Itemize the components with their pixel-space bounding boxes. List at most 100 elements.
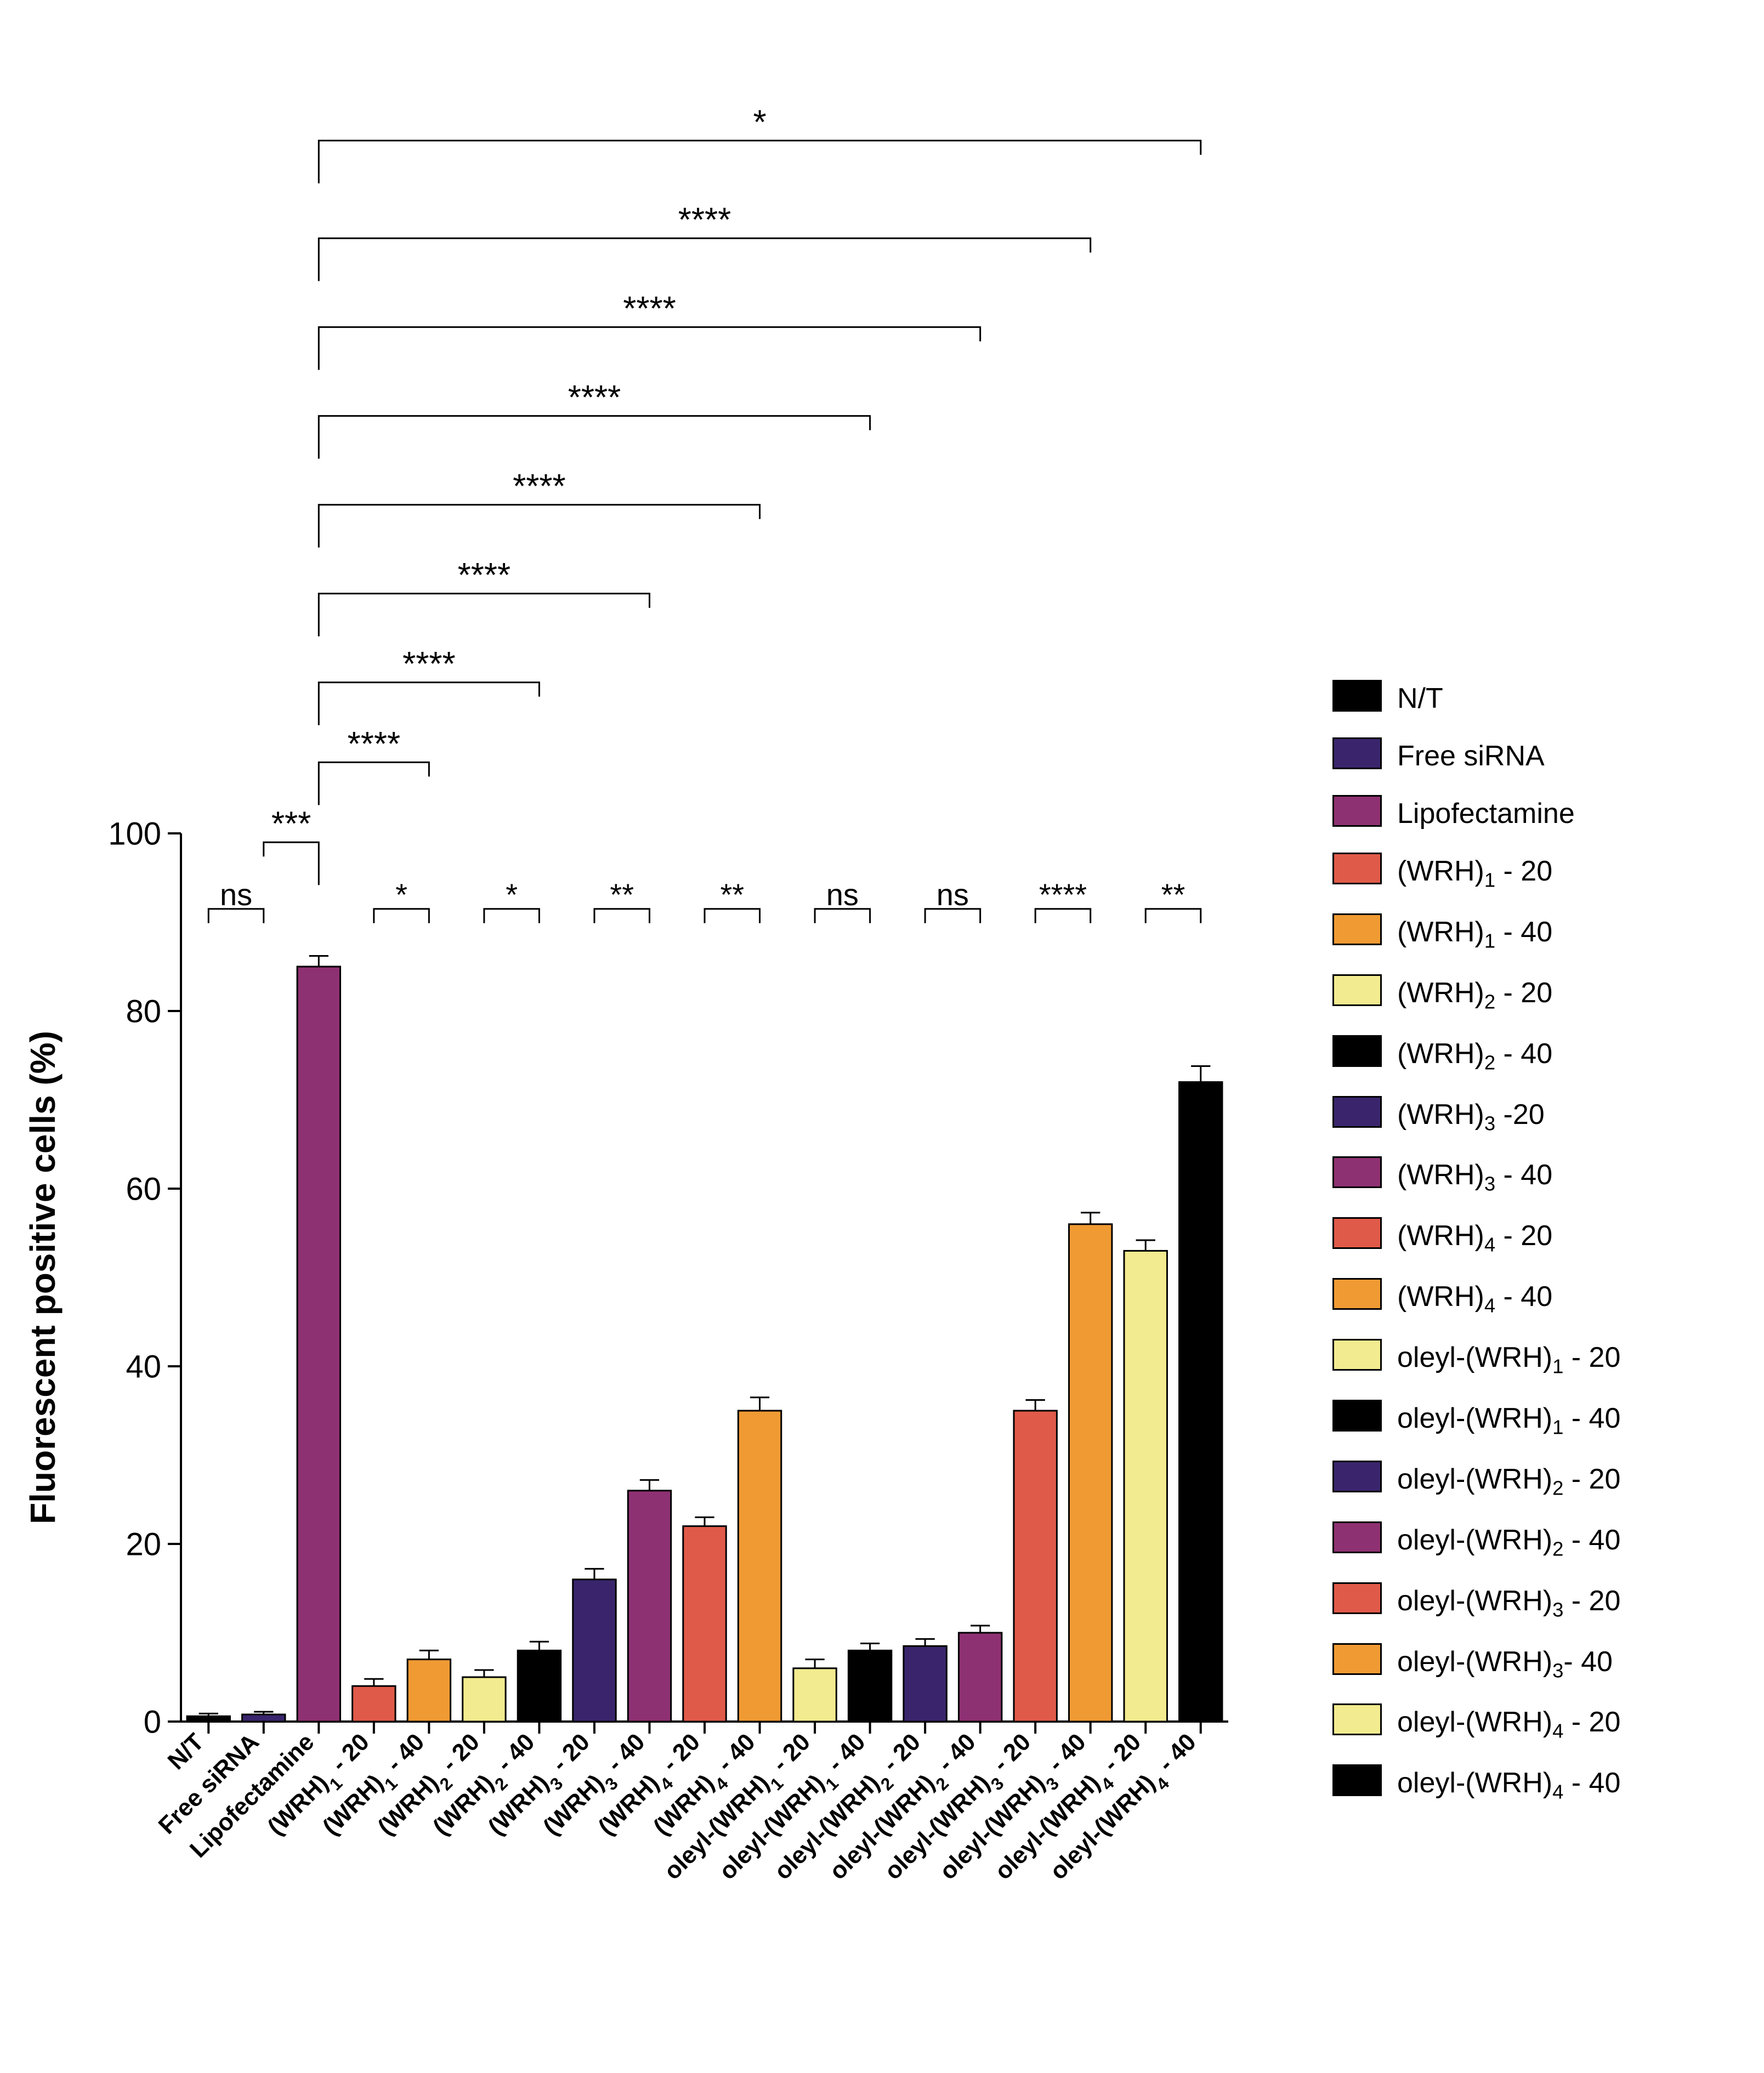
legend-label: N/T (1397, 680, 1443, 717)
legend: N/T Free siRNA Lipofectamine (WRH)1 - 20 (WR… (1332, 680, 1620, 1825)
svg-text:Fluorescent positive cells (%): Fluorescent positive cells (%) (23, 1031, 63, 1524)
bar (848, 1650, 891, 1722)
bar (297, 967, 340, 1722)
legend-swatch (1332, 1217, 1382, 1249)
bar (573, 1580, 616, 1722)
legend-item: (WRH)3 -20 (1332, 1096, 1620, 1136)
legend-label: Lipofectamine (1397, 795, 1575, 832)
x-axis-label: N/T (163, 1728, 209, 1775)
legend-item: oleyl-(WRH)1 - 20 (1332, 1339, 1620, 1379)
bar (1069, 1224, 1111, 1722)
significance-label: **** (513, 468, 566, 506)
bar (793, 1668, 836, 1722)
legend-item: Free siRNA (1332, 737, 1620, 774)
legend-label: oleyl-(WRH)1 - 20 (1397, 1339, 1620, 1379)
legend-label: (WRH)4 - 40 (1397, 1278, 1552, 1318)
bar (628, 1491, 671, 1722)
legend-item: oleyl-(WRH)3 - 20 (1332, 1582, 1620, 1622)
legend-label: oleyl-(WRH)2 - 20 (1397, 1461, 1620, 1501)
significance-label: **** (348, 725, 401, 763)
legend-label: (WRH)4 - 20 (1397, 1217, 1552, 1257)
bar (518, 1650, 560, 1722)
legend-swatch (1332, 974, 1382, 1006)
legend-item: Lipofectamine (1332, 795, 1620, 832)
legend-swatch (1332, 680, 1382, 712)
legend-swatch (1332, 1703, 1382, 1735)
significance-label: * (506, 877, 518, 912)
legend-item: (WRH)2 - 40 (1332, 1035, 1620, 1075)
significance-label: **** (458, 556, 511, 594)
legend-swatch (1332, 1339, 1382, 1371)
significance-label: **** (678, 201, 731, 239)
legend-swatch (1332, 1764, 1382, 1796)
legend-item: (WRH)1 - 40 (1332, 913, 1620, 953)
legend-swatch (1332, 1643, 1382, 1675)
legend-swatch (1332, 1400, 1382, 1432)
legend-label: oleyl-(WRH)1 - 40 (1397, 1400, 1620, 1440)
legend-label: (WRH)2 - 20 (1397, 974, 1552, 1014)
legend-label: Free siRNA (1397, 737, 1545, 774)
legend-label: oleyl-(WRH)2 - 40 (1397, 1521, 1620, 1561)
legend-item: (WRH)3 - 40 (1332, 1156, 1620, 1196)
significance-label: **** (1039, 877, 1087, 912)
significance-label: * (395, 877, 407, 912)
legend-swatch (1332, 795, 1382, 827)
significance-label: **** (568, 379, 621, 417)
legend-item: oleyl-(WRH)4 - 20 (1332, 1703, 1620, 1743)
legend-swatch (1332, 1096, 1382, 1128)
legend-label: oleyl-(WRH)4 - 40 (1397, 1764, 1620, 1804)
bar (738, 1411, 781, 1722)
bar (407, 1660, 450, 1722)
svg-text:80: 80 (126, 993, 161, 1029)
svg-text:0: 0 (144, 1704, 161, 1740)
bar (187, 1716, 230, 1722)
significance-label: *** (271, 805, 311, 843)
bar (242, 1714, 285, 1722)
legend-swatch (1332, 913, 1382, 945)
legend-swatch (1332, 1278, 1382, 1310)
significance-label: ** (610, 877, 634, 912)
legend-label: (WRH)3 - 40 (1397, 1156, 1552, 1196)
legend-swatch (1332, 1035, 1382, 1067)
legend-swatch (1332, 1461, 1382, 1492)
bar (1124, 1251, 1167, 1722)
bar (353, 1686, 395, 1722)
legend-item: (WRH)1 - 20 (1332, 853, 1620, 893)
svg-text:60: 60 (126, 1171, 161, 1207)
bar-chart: 0 20 40 60 80 100 Fluorescent positive cells (… (0, 0, 1764, 2073)
legend-label: oleyl-(WRH)3 - 20 (1397, 1582, 1620, 1622)
legend-label: (WRH)1 - 40 (1397, 913, 1552, 953)
legend-label: oleyl-(WRH)4 - 20 (1397, 1703, 1620, 1743)
significance-label: ns (220, 877, 252, 912)
legend-swatch (1332, 1582, 1382, 1614)
significance-label: **** (623, 290, 676, 328)
legend-swatch (1332, 1521, 1382, 1553)
significance-label: ns (826, 877, 859, 912)
bar (904, 1646, 946, 1722)
legend-item: oleyl-(WRH)2 - 20 (1332, 1461, 1620, 1501)
legend-item: N/T (1332, 680, 1620, 717)
significance-label: **** (402, 645, 456, 683)
legend-label: (WRH)1 - 20 (1397, 853, 1552, 893)
legend-swatch (1332, 737, 1382, 769)
bar (683, 1526, 726, 1722)
significance-label: ** (720, 877, 744, 912)
bar (1014, 1411, 1057, 1722)
legend-item: oleyl-(WRH)3- 40 (1332, 1643, 1620, 1683)
legend-item: oleyl-(WRH)4 - 40 (1332, 1764, 1620, 1804)
svg-text:20: 20 (126, 1526, 161, 1562)
legend-item: (WRH)2 - 20 (1332, 974, 1620, 1014)
significance-label: ** (1161, 877, 1186, 912)
svg-text:40: 40 (126, 1349, 161, 1384)
bar (463, 1677, 506, 1722)
significance-label: ns (937, 877, 969, 912)
legend-swatch (1332, 1156, 1382, 1188)
svg-text:100: 100 (108, 816, 161, 851)
bar (958, 1633, 1001, 1722)
legend-swatch (1332, 853, 1382, 884)
legend-label: (WRH)3 -20 (1397, 1096, 1545, 1136)
legend-label: oleyl-(WRH)3- 40 (1397, 1643, 1613, 1683)
legend-item: (WRH)4 - 20 (1332, 1217, 1620, 1257)
legend-item: (WRH)4 - 40 (1332, 1278, 1620, 1318)
legend-item: oleyl-(WRH)1 - 40 (1332, 1400, 1620, 1440)
